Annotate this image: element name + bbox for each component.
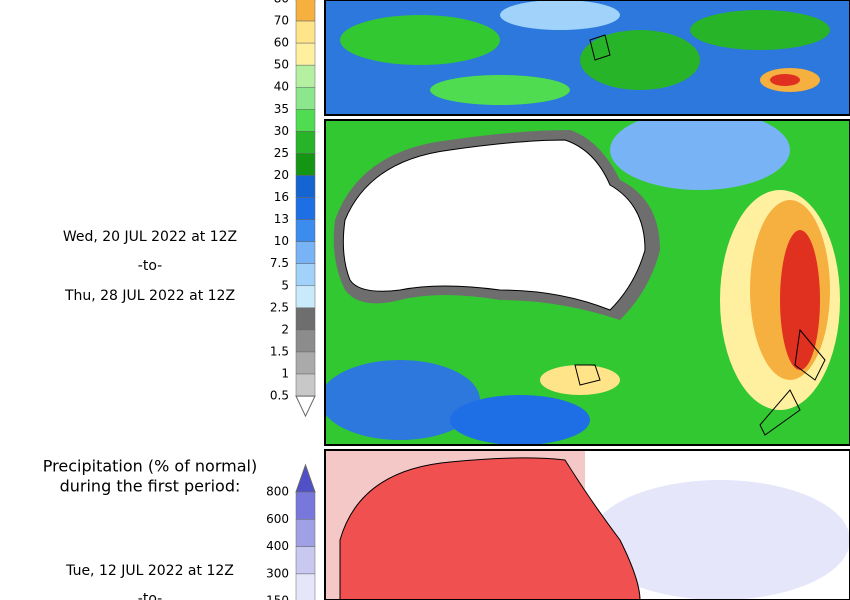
map-bottom: [325, 450, 850, 600]
period-separator: -to-: [138, 258, 162, 274]
maps: [324, 0, 850, 600]
colorbar-label: 300: [266, 566, 289, 580]
color-cell: [295, 64, 316, 88]
anomaly-separator: -to-: [138, 591, 162, 600]
anomaly-start: Tue, 12 JUL 2022 at 12Z: [65, 563, 234, 579]
color-cell: [295, 263, 316, 287]
color-cell: [295, 0, 316, 22]
colorbar-label: 70: [274, 14, 289, 28]
color-cell: [295, 20, 316, 44]
colorbar-end: [295, 395, 316, 418]
color-cell: [295, 131, 316, 154]
colorbar-label: 150: [266, 594, 289, 600]
colorbar-label: 1.5: [270, 344, 289, 358]
colorbar-label: 0.5: [270, 389, 289, 403]
color-cell: [295, 285, 316, 309]
map-bottom-frame: [324, 449, 850, 600]
map-top: [325, 0, 850, 115]
map-middle-frame: [324, 119, 850, 446]
color-cell: [295, 351, 316, 375]
color-cell: [295, 86, 316, 110]
colorbar-label: 20: [274, 168, 289, 182]
color-cell: [295, 42, 316, 66]
map-middle: [325, 120, 850, 445]
color-cell: [295, 491, 316, 520]
colorbar-label: 1: [281, 367, 289, 381]
colorbar-label: 600: [266, 512, 289, 526]
colorbar-label: 2: [281, 322, 289, 336]
colorbar-label: 400: [266, 539, 289, 553]
colorbar-end: [295, 463, 316, 493]
colorbar-label: 60: [274, 36, 289, 50]
color-cell: [295, 219, 316, 242]
forecast-colorbar: 80 70 60 50 40 35 30 25 20 16 13 10 7.5 5 2.5 2 1.5 1 0.5: [270, 0, 316, 418]
colorbar-label: 5: [281, 278, 289, 292]
map-top-frame: [324, 0, 850, 116]
color-cell: [295, 373, 316, 397]
colorbar-label: 25: [274, 146, 289, 160]
colorbar-label: 35: [274, 102, 289, 116]
anomaly-subtitle: during the first period:: [60, 477, 241, 496]
colorbar-label: 10: [274, 234, 289, 248]
color-cell: [295, 519, 316, 547]
color-cell: [295, 175, 316, 198]
colorbar-label: 16: [274, 190, 289, 204]
colorbar-label: 2.5: [270, 300, 289, 314]
color-cell: [295, 241, 316, 264]
color-cell: [295, 197, 316, 220]
anomaly-title: Precipitation (% of normal): [43, 457, 257, 476]
colorbar-label: 13: [274, 212, 289, 226]
colorbar-label: 50: [274, 58, 289, 72]
colorbar-label: 800: [266, 485, 289, 499]
color-cell: [295, 109, 316, 132]
colorbar-label: 7.5: [270, 256, 289, 270]
color-cell: [295, 153, 316, 176]
period-end: Thu, 28 JUL 2022 at 12Z: [64, 288, 235, 304]
colorbar-label: 40: [274, 80, 289, 94]
color-cell: [295, 329, 316, 353]
colorbar-label: 80: [274, 0, 289, 6]
color-cell: [295, 546, 316, 575]
anomaly-colorbar: 800 600 400 300 150: [266, 463, 316, 600]
period-start: Wed, 20 JUL 2022 at 12Z: [63, 229, 237, 245]
color-cell: [295, 307, 316, 331]
color-cell: [295, 573, 316, 600]
colorbar-label: 30: [274, 124, 289, 138]
